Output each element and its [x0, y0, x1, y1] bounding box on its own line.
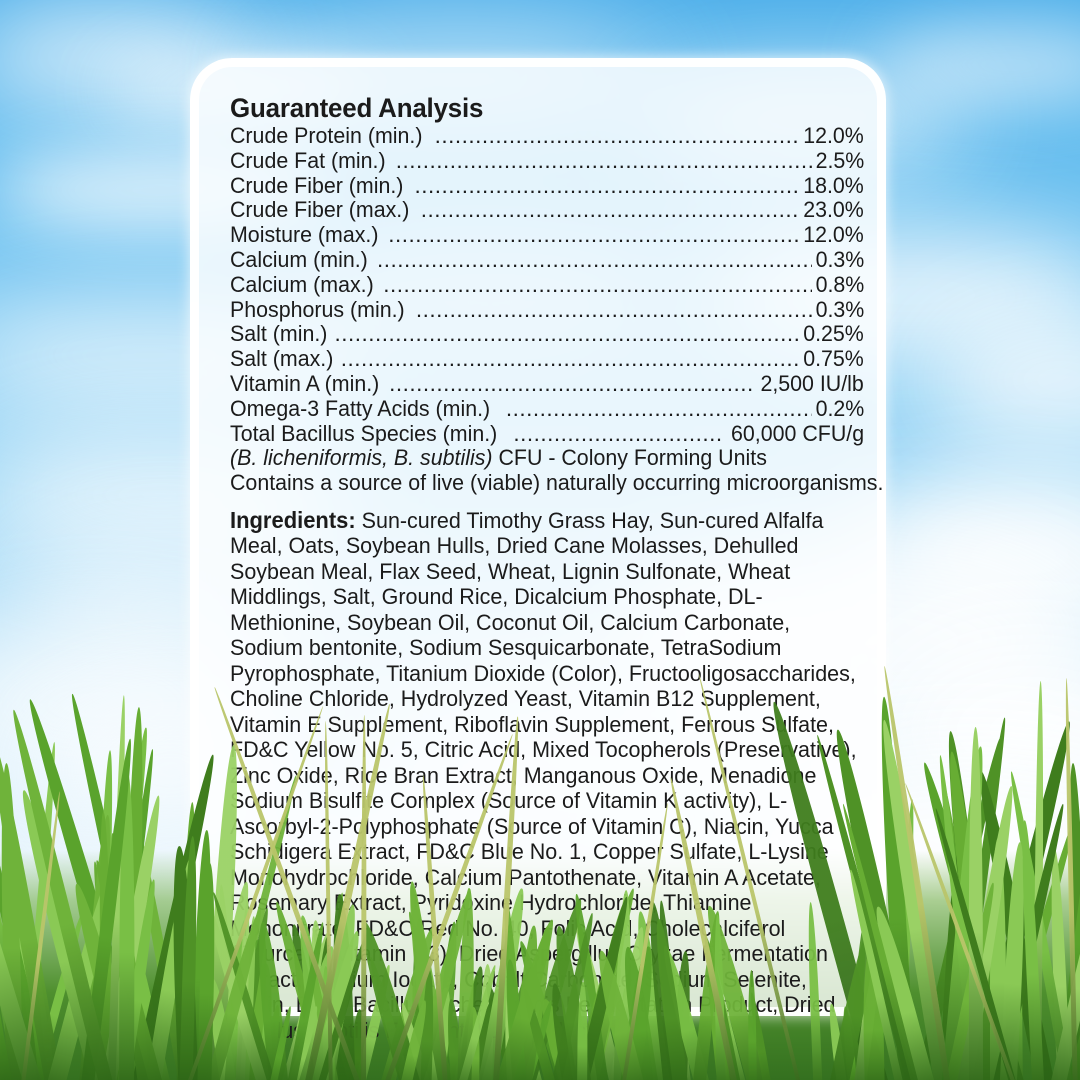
- dot-leader: ........................................…: [383, 272, 811, 297]
- guaranteed-analysis-row: Omega-3 Fatty Acids (min.)..............…: [230, 395, 864, 422]
- dot-leader: ........................................…: [414, 173, 800, 198]
- guaranteed-analysis-label: Calcium (max.): [230, 271, 374, 297]
- dot-leader: ........................................…: [505, 396, 812, 421]
- page-title: Guaranteed Analysis: [230, 93, 484, 123]
- species-note: (B. licheniformis, B. subtilis) CFU - Co…: [230, 445, 832, 471]
- guaranteed-analysis-label: Phosphorus (min.): [230, 296, 405, 322]
- guaranteed-analysis-row: Vitamin A (min.)........................…: [230, 370, 864, 397]
- species-note-rest: CFU - Colony Forming Units: [492, 445, 767, 471]
- ingredients-label: Ingredients:: [230, 506, 356, 533]
- guaranteed-analysis-label: Calcium (min.): [230, 246, 368, 272]
- guaranteed-analysis-value: 12.0%: [803, 123, 864, 148]
- guaranteed-analysis-label: Crude Fat (min.): [230, 147, 386, 173]
- cloud: [880, 25, 1080, 105]
- species-note-italic: (B. licheniformis, B. subtilis): [230, 445, 493, 471]
- guaranteed-analysis-label: Salt (min.): [230, 321, 328, 347]
- dot-leader: ........................................…: [388, 223, 799, 248]
- dot-leader: ........................................…: [513, 421, 723, 446]
- guaranteed-analysis-table: Crude Protein (min.)....................…: [230, 123, 864, 447]
- guaranteed-analysis-label: Salt (max.): [230, 346, 334, 372]
- guaranteed-analysis-value: 0.3%: [815, 246, 864, 272]
- dot-leader: ........................................…: [420, 198, 799, 223]
- label-card: Guaranteed Analysis Crude Protein (min.)…: [190, 58, 886, 1043]
- guaranteed-analysis-value: 2.5%: [815, 147, 864, 173]
- guaranteed-analysis-row: Calcium (max.)..........................…: [230, 271, 864, 298]
- dot-leader: ........................................…: [334, 322, 800, 347]
- dot-leader: ........................................…: [395, 148, 812, 173]
- guaranteed-analysis-value: 0.3%: [815, 296, 864, 322]
- guaranteed-analysis-value: 60,000 CFU/g: [730, 420, 864, 446]
- guaranteed-analysis-value: 0.75%: [803, 346, 864, 372]
- dot-leader: ........................................…: [415, 297, 812, 322]
- guaranteed-analysis-label: Omega-3 Fatty Acids (min.): [230, 395, 491, 421]
- guaranteed-analysis-label: Vitamin A (min.): [230, 370, 380, 396]
- guaranteed-analysis-label: Moisture (max.): [230, 222, 379, 248]
- guaranteed-analysis-value: 2,500 IU/lb: [760, 370, 864, 396]
- guaranteed-analysis-row: Moisture (max.).........................…: [230, 222, 864, 248]
- guaranteed-analysis-row: Crude Fiber (min.)......................…: [230, 172, 864, 199]
- guaranteed-analysis-row: Phosphorus (min.).......................…: [230, 296, 864, 323]
- guaranteed-analysis-label: Crude Fiber (min.): [230, 172, 404, 198]
- dot-leader: ........................................…: [389, 371, 754, 396]
- dot-leader: ........................................…: [340, 347, 800, 372]
- guaranteed-analysis-value: 23.0%: [803, 197, 864, 223]
- dot-leader: ........................................…: [377, 247, 812, 272]
- guaranteed-analysis-row: Total Bacillus Species (min.)...........…: [230, 420, 864, 447]
- guaranteed-analysis-value: 0.2%: [815, 395, 864, 421]
- guaranteed-analysis-row: Salt (min.).............................…: [230, 322, 864, 347]
- guaranteed-analysis-label: Crude Protein (min.): [230, 123, 423, 148]
- guaranteed-analysis-value: 0.8%: [815, 271, 864, 297]
- guaranteed-analysis-label: Crude Fiber (max.): [230, 197, 410, 223]
- label-card-content: Guaranteed Analysis Crude Protein (min.)…: [230, 93, 884, 1043]
- guaranteed-analysis-value: 12.0%: [803, 222, 864, 248]
- guaranteed-analysis-label: Total Bacillus Species (min.): [230, 420, 498, 446]
- guaranteed-analysis-value: 18.0%: [803, 172, 864, 198]
- guaranteed-analysis-row: Salt (max.).............................…: [230, 346, 864, 372]
- guaranteed-analysis-value: 0.25%: [803, 321, 864, 347]
- microorganism-note: Contains a source of live (viable) natur…: [230, 470, 884, 496]
- guaranteed-analysis-row: Crude Protein (min.)....................…: [230, 123, 864, 149]
- guaranteed-analysis-row: Crude Fat (min.)........................…: [230, 147, 864, 174]
- guaranteed-analysis-row: Calcium (min.)..........................…: [230, 246, 864, 273]
- guaranteed-analysis-row: Crude Fiber (max.)......................…: [230, 198, 864, 223]
- dot-leader: ........................................…: [434, 124, 800, 148]
